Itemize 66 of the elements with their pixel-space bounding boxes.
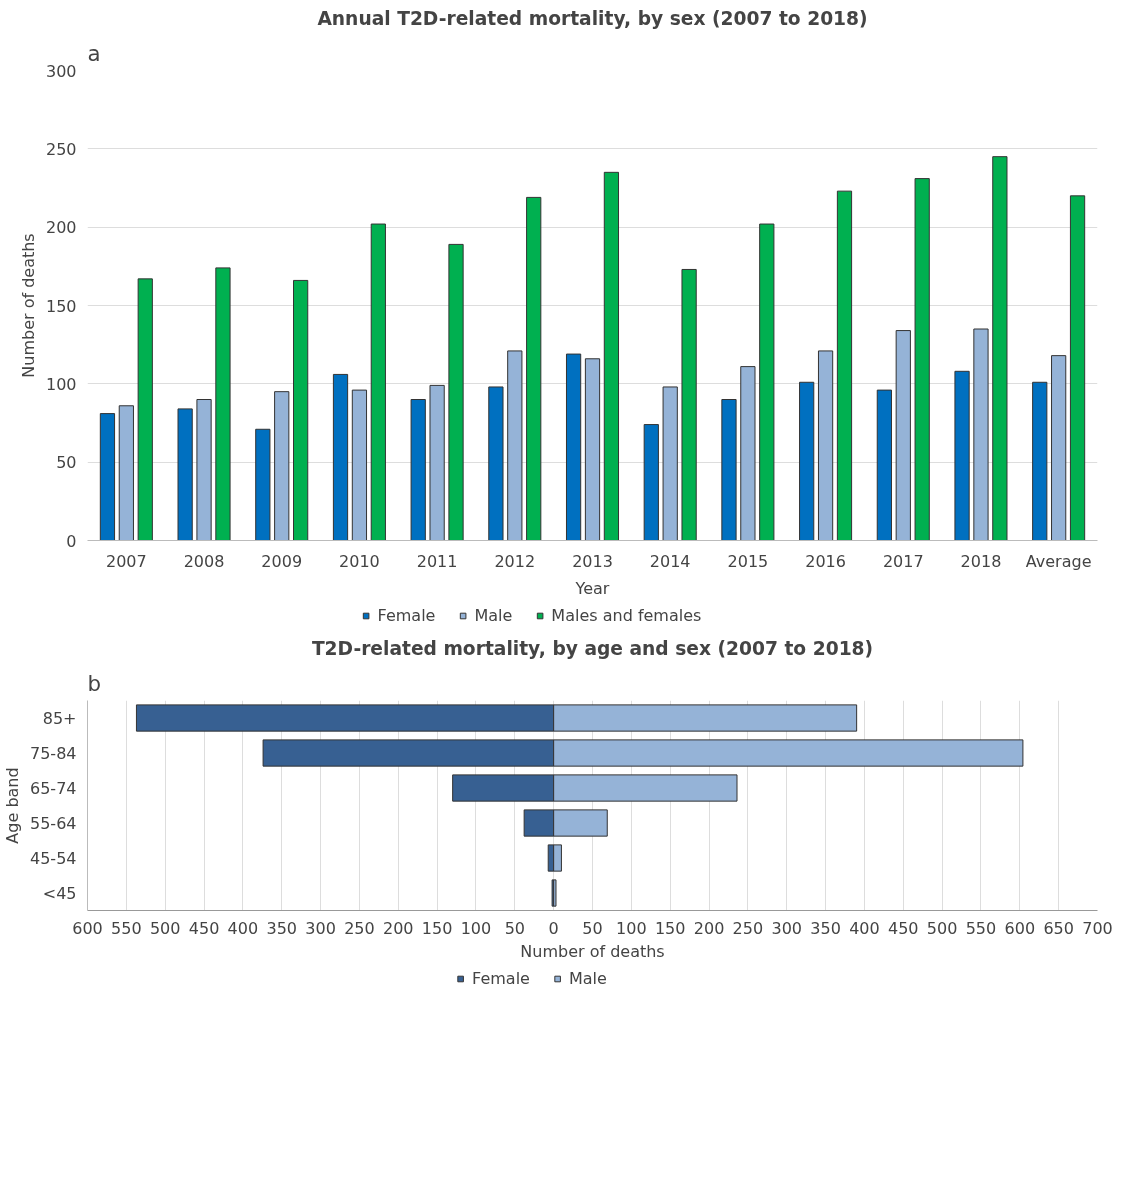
x-tick-label: 2013 bbox=[572, 551, 613, 571]
x-tick-label: 150 bbox=[421, 918, 453, 938]
x-tick-label: 2017 bbox=[882, 551, 924, 571]
y-tick-label: 50 bbox=[56, 453, 77, 473]
legend-label: Male bbox=[474, 605, 513, 625]
x-tick-label: 100 bbox=[616, 918, 647, 938]
x-tick-label: 400 bbox=[849, 918, 880, 938]
chart-title: T2D-related mortality, by age and sex (2007 to 2018) bbox=[311, 637, 874, 659]
x-tick-label: 350 bbox=[810, 918, 841, 938]
x-tick-label: 50 bbox=[504, 918, 525, 938]
y-tick-label: 150 bbox=[45, 296, 77, 316]
legend-label: Female bbox=[377, 605, 436, 625]
y-tick-label: 250 bbox=[45, 139, 77, 159]
x-tick-label: 2009 bbox=[261, 551, 303, 571]
y-tick-label: 300 bbox=[45, 61, 77, 81]
x-tick-label: 2007 bbox=[105, 551, 147, 571]
y-tick-label: 65-74 bbox=[30, 778, 77, 798]
x-tick-label: 2018 bbox=[960, 551, 1002, 571]
x-axis-title: Year bbox=[574, 578, 610, 598]
y-axis-title: Age band bbox=[3, 767, 23, 844]
x-tick-label: 500 bbox=[149, 918, 181, 938]
x-tick-label: 2016 bbox=[805, 551, 846, 571]
y-tick-label: 75-84 bbox=[30, 743, 77, 763]
x-tick-label: Average bbox=[1025, 551, 1092, 571]
y-tick-label: 200 bbox=[45, 218, 77, 238]
x-tick-label: 0 bbox=[548, 918, 559, 938]
x-tick-label: 650 bbox=[1043, 918, 1074, 938]
x-tick-label: 2015 bbox=[727, 551, 769, 571]
x-tick-label: 700 bbox=[1082, 918, 1113, 938]
x-tick-label: 450 bbox=[188, 918, 220, 938]
x-tick-label: 200 bbox=[383, 918, 414, 938]
y-tick-label: 55-64 bbox=[30, 813, 77, 833]
x-tick-label: 150 bbox=[654, 918, 686, 938]
x-tick-label: 500 bbox=[926, 918, 958, 938]
x-tick-label: 600 bbox=[1004, 918, 1036, 938]
x-tick-label: 250 bbox=[344, 918, 375, 938]
x-tick-label: 2012 bbox=[494, 551, 536, 571]
y-tick-label: 0 bbox=[66, 531, 77, 551]
x-tick-label: 400 bbox=[227, 918, 259, 938]
x-tick-label: 200 bbox=[693, 918, 725, 938]
x-tick-label: 550 bbox=[965, 918, 997, 938]
x-tick-label: 2008 bbox=[183, 551, 225, 571]
x-tick-label: 2014 bbox=[649, 551, 691, 571]
legend-label: Males and females bbox=[551, 605, 702, 625]
text: b bbox=[87, 670, 102, 696]
chart-title: Annual T2D-related mortality, by sex (2007 to 2018) bbox=[317, 7, 868, 29]
x-tick-label: 300 bbox=[771, 918, 803, 938]
y-axis-title: Number of deaths bbox=[18, 233, 38, 378]
x-tick-label: 100 bbox=[460, 918, 492, 938]
x-tick-label: 2010 bbox=[339, 551, 380, 571]
y-tick-label: 45-54 bbox=[30, 848, 77, 868]
x-tick-label: 600 bbox=[72, 918, 103, 938]
x-tick-label: 250 bbox=[732, 918, 764, 938]
x-tick-label: 50 bbox=[582, 918, 603, 938]
y-tick-label: 100 bbox=[45, 374, 77, 394]
x-tick-label: 450 bbox=[888, 918, 919, 938]
y-tick-label: 85+ bbox=[42, 708, 77, 728]
x-tick-label: 2011 bbox=[416, 551, 458, 571]
y-tick-label: <45 bbox=[42, 883, 77, 903]
legend-label: Male bbox=[568, 968, 607, 988]
x-tick-label: 300 bbox=[305, 918, 336, 938]
x-tick-label: 550 bbox=[111, 918, 142, 938]
legend-label: Female bbox=[472, 968, 530, 988]
text: a bbox=[87, 40, 101, 66]
x-axis-title: Number of deaths bbox=[520, 941, 665, 961]
x-tick-label: 350 bbox=[266, 918, 298, 938]
